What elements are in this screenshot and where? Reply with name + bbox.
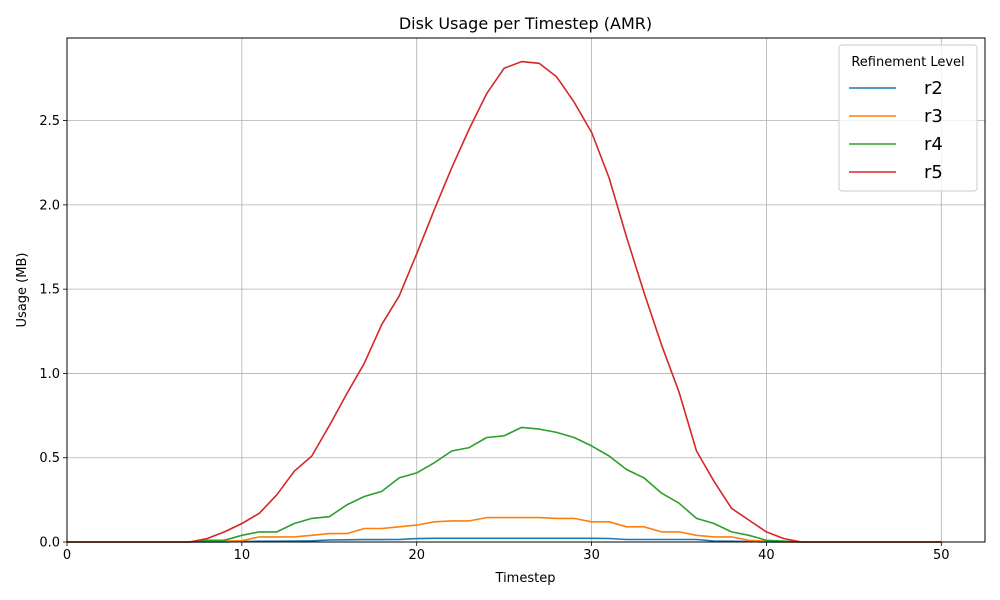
legend-box — [838, 44, 978, 192]
x-tick-label: 10 — [234, 548, 251, 563]
y-tick-label: 2.5 — [39, 114, 60, 129]
legend: Refinement Level r2 r3 r4 r5 — [838, 44, 978, 192]
y-axis-ticks: 0.0 0.5 1.0 1.5 2.0 2.5 — [39, 114, 67, 551]
x-tick-label: 0 — [63, 548, 71, 563]
legend-label-r2: r2 — [924, 78, 943, 99]
legend-label-r5: r5 — [924, 162, 943, 183]
y-tick-label: 1.0 — [39, 367, 60, 382]
x-tick-label: 50 — [933, 548, 950, 563]
y-tick-label: 0.0 — [39, 536, 60, 551]
y-axis-label: Usage (MB) — [15, 253, 30, 328]
x-axis-ticks: 0 10 20 30 40 50 — [63, 542, 950, 563]
x-tick-label: 40 — [758, 548, 775, 563]
legend-label-r3: r3 — [924, 106, 943, 127]
legend-label-r4: r4 — [924, 134, 943, 155]
x-axis-label: Timestep — [495, 571, 556, 586]
y-tick-label: 0.5 — [39, 451, 60, 466]
x-tick-label: 30 — [583, 548, 600, 563]
y-tick-label: 2.0 — [39, 198, 60, 213]
legend-entries: r2 r3 r4 r5 — [849, 78, 943, 183]
x-tick-label: 20 — [408, 548, 425, 563]
y-tick-label: 1.5 — [39, 283, 60, 298]
series-line-r5 — [67, 60, 942, 543]
plot-frame — [66, 37, 986, 543]
chart-title: Disk Usage per Timestep (AMR) — [399, 14, 652, 33]
legend-title: Refinement Level — [851, 55, 964, 70]
